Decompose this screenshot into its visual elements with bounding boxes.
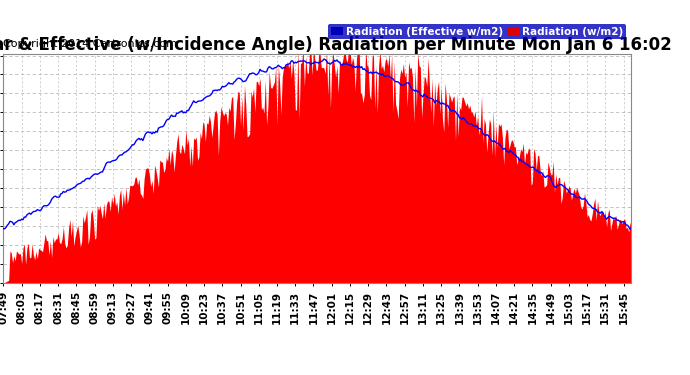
Legend: Radiation (Effective w/m2), Radiation (w/m2): Radiation (Effective w/m2), Radiation (w… xyxy=(328,24,626,39)
Text: Copyright 2014 Cartronics.com: Copyright 2014 Cartronics.com xyxy=(3,39,177,49)
Title: Solar & Effective (w/Incidence Angle) Radiation per Minute Mon Jan 6 16:02: Solar & Effective (w/Incidence Angle) Ra… xyxy=(0,36,671,54)
